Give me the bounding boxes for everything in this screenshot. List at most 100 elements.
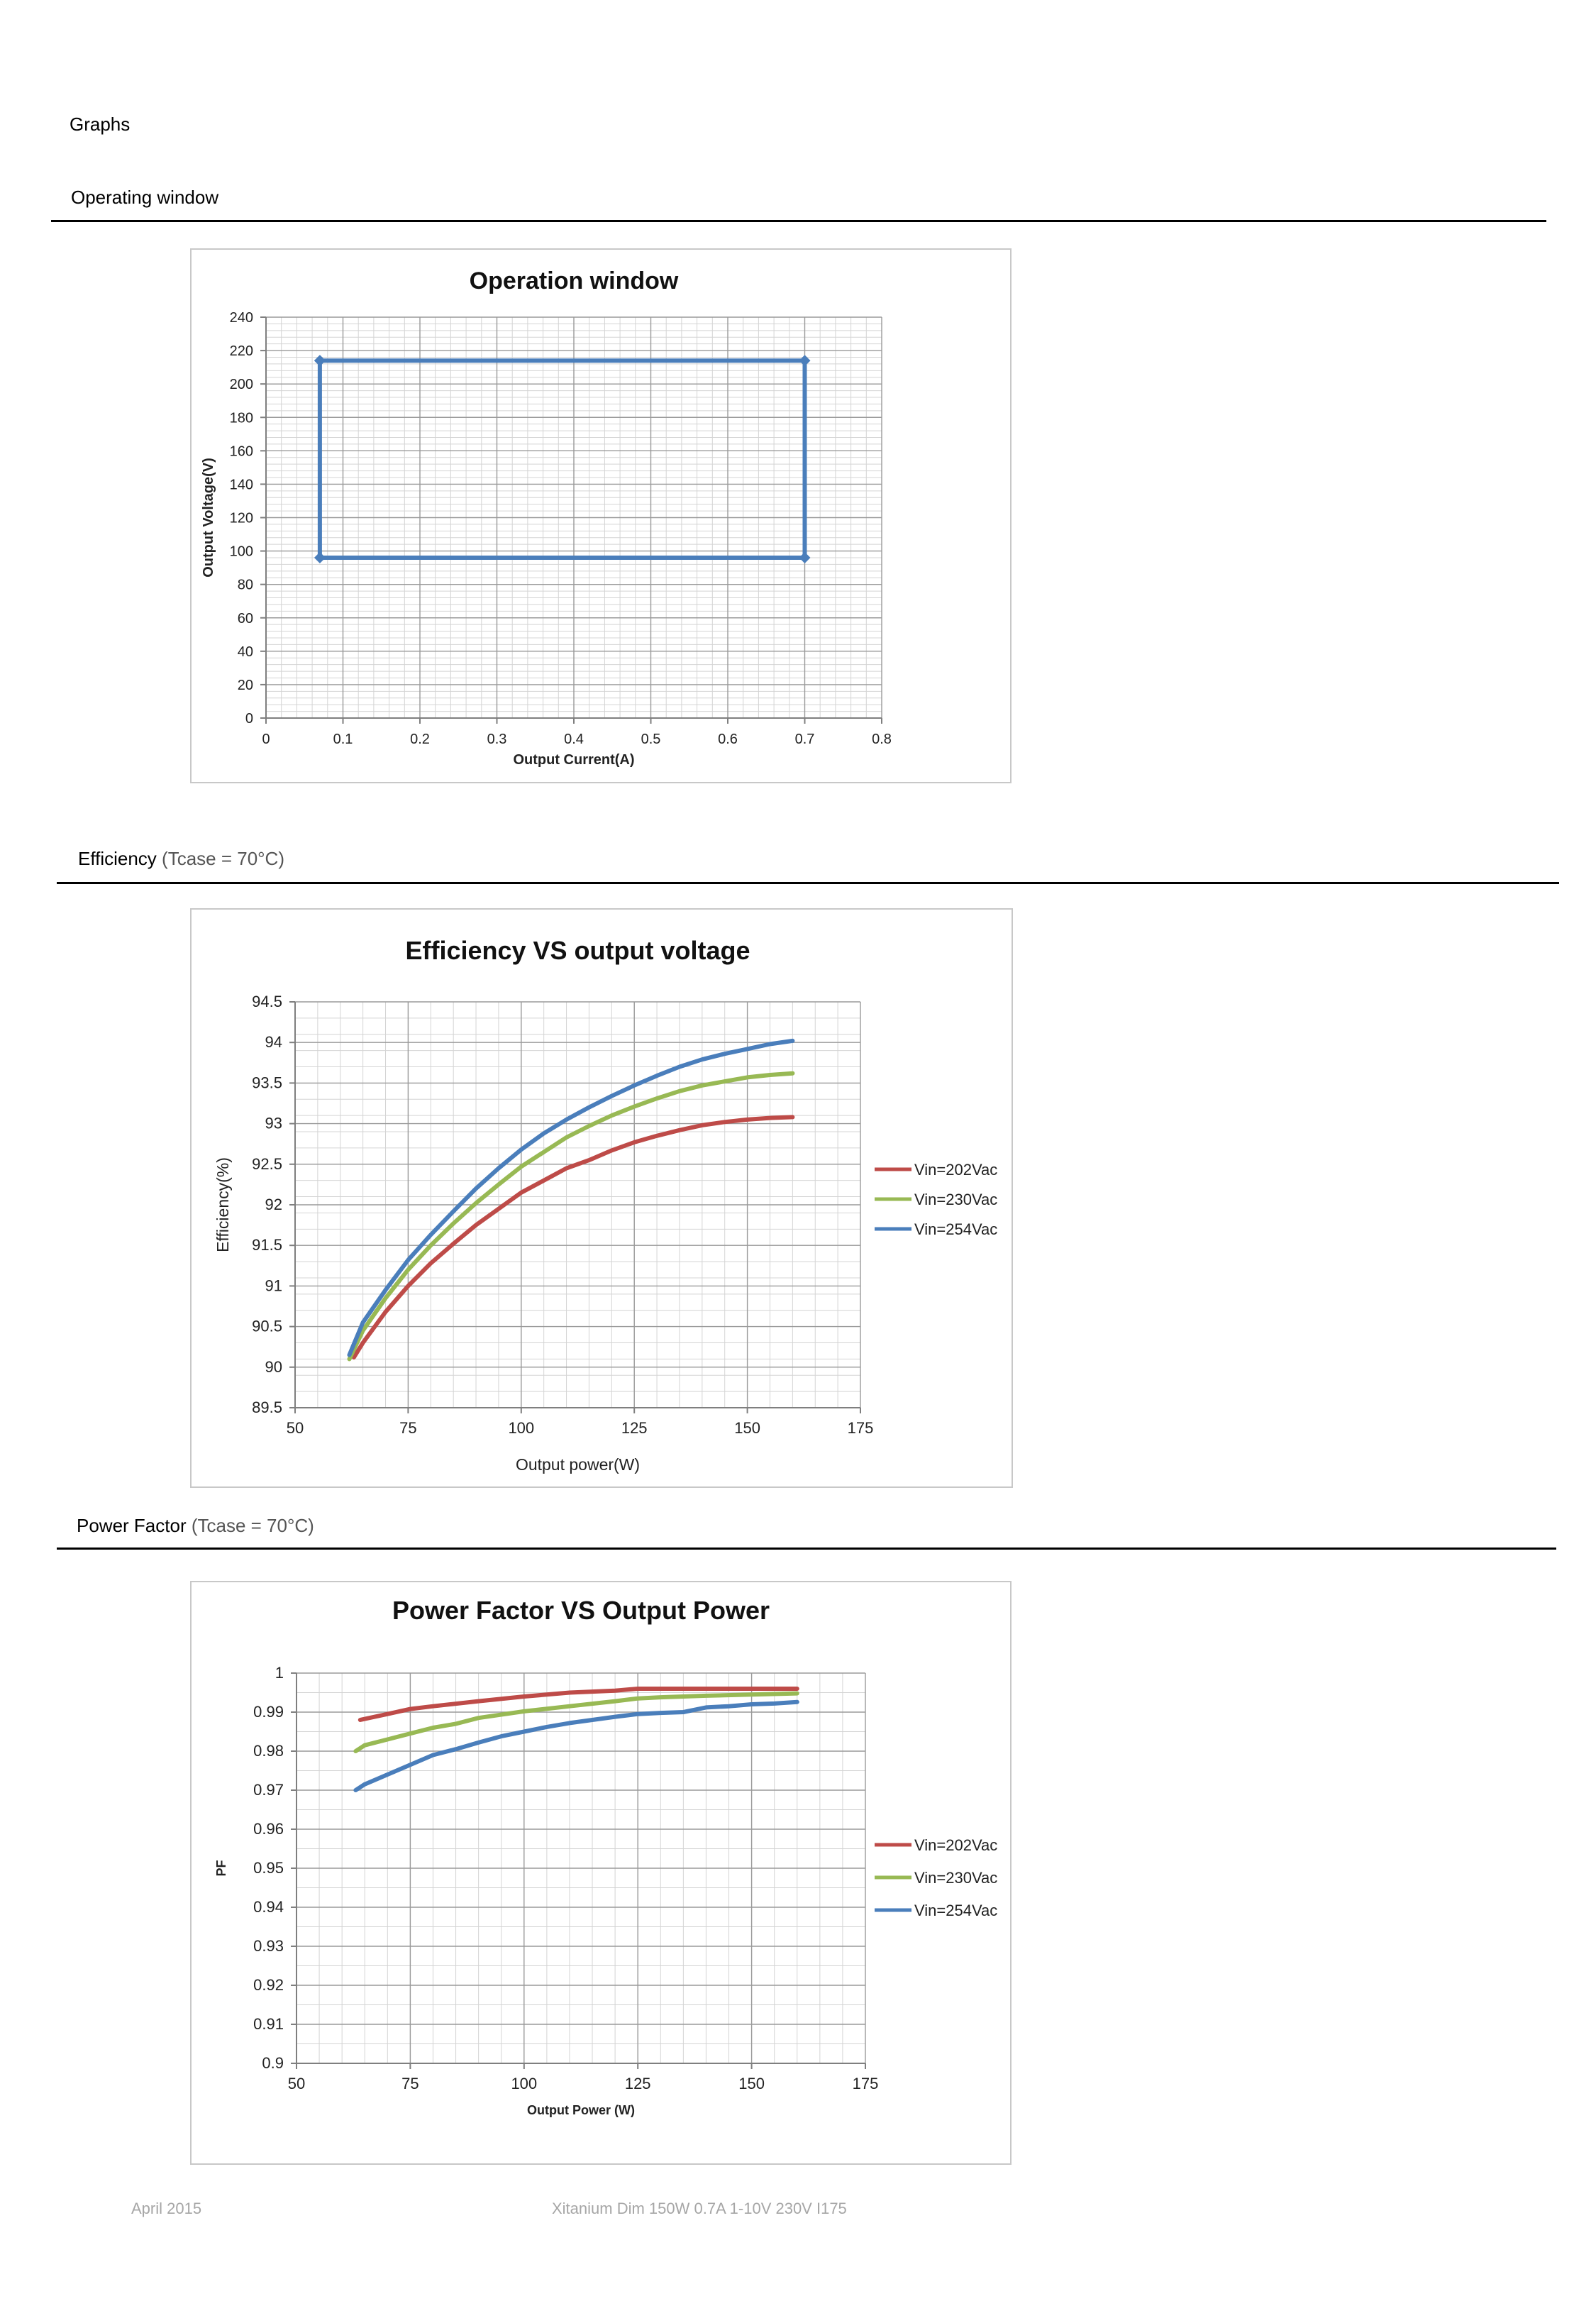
y-tick-label: 240 xyxy=(230,310,253,326)
series-line xyxy=(351,1115,795,1360)
y-tick-label: 100 xyxy=(230,544,253,560)
y-tick-label: 92.5 xyxy=(252,1155,282,1173)
series-line xyxy=(347,1071,795,1362)
operation-window-chart: Operation window 0 0.1 0.2 0.3 0.4 0.5 0.6 0.7 0.… xyxy=(190,248,1012,783)
x-tick-label: 75 xyxy=(401,2075,419,2092)
operation-window-plot: Operation window 0 0.1 0.2 0.3 0.4 0.5 0.6 0.7 0.… xyxy=(201,267,892,768)
y-tick-label: 0 xyxy=(245,711,253,727)
data-point-marker xyxy=(314,552,326,563)
section-subtitle: (Tcase = 70°C) xyxy=(191,1515,314,1536)
legend-label: Vin=202Vac xyxy=(914,1161,997,1179)
y-axis-label: Output Voltage(V) xyxy=(201,458,216,578)
y-tick-label: 0.98 xyxy=(253,1742,284,1760)
x-tick-label: 100 xyxy=(508,1419,534,1437)
y-tick-label: 160 xyxy=(230,443,253,459)
section-rule xyxy=(57,882,1559,884)
section-rule xyxy=(57,1548,1556,1550)
section-heading-power-factor: Power Factor (Tcase = 70°C) xyxy=(77,1515,314,1537)
page-title-text: Graphs xyxy=(70,114,131,135)
data-point-marker xyxy=(799,552,811,563)
x-tick-label: 0.6 xyxy=(718,732,738,747)
y-tick-label: 90.5 xyxy=(252,1318,282,1335)
y-tick-label: 91 xyxy=(265,1276,282,1294)
legend-label: Vin=202Vac xyxy=(914,1836,997,1854)
x-tick-label: 125 xyxy=(621,1419,648,1437)
x-axis-label: Output power(W) xyxy=(516,1455,640,1474)
series-line xyxy=(353,1691,799,1753)
x-tick-label: 0.2 xyxy=(410,732,430,747)
y-tick-label: 0.91 xyxy=(253,2015,284,2033)
efficiency-plot: Efficiency VS output voltage 50 75 100 125 15… xyxy=(214,936,997,1474)
section-heading-operating: Operating window xyxy=(71,187,218,209)
y-tick-label: 40 xyxy=(238,644,253,660)
x-tick-label: 0.1 xyxy=(333,732,353,747)
y-tick-label: 89.5 xyxy=(252,1399,282,1416)
y-tick-label: 0.96 xyxy=(253,1820,284,1838)
efficiency-chart: Efficiency VS output voltage 50 75 100 125 15… xyxy=(190,908,1013,1488)
page-title: Graphs xyxy=(70,114,130,136)
power-factor-chart: Power Factor VS Output Power 50 75 100 125 15… xyxy=(190,1581,1012,2165)
x-tick-label: 0.3 xyxy=(487,732,507,747)
x-tick-label: 100 xyxy=(511,2075,537,2092)
series-line xyxy=(353,1699,799,1792)
y-axis-label: Efficiency(%) xyxy=(214,1157,232,1252)
legend-label: Vin=230Vac xyxy=(914,1869,997,1887)
section-title: Efficiency xyxy=(78,848,157,869)
y-tick-label: 0.94 xyxy=(253,1898,284,1916)
chart-title: Power Factor VS Output Power xyxy=(392,1596,770,1625)
x-tick-label: 125 xyxy=(625,2075,651,2092)
legend-label: Vin=230Vac xyxy=(914,1191,997,1208)
y-tick-label: 0.9 xyxy=(262,2054,284,2072)
x-tick-label: 175 xyxy=(848,1419,874,1437)
y-tick-label: 92 xyxy=(265,1196,282,1213)
y-tick-label: 200 xyxy=(230,377,253,392)
chart-title: Efficiency VS output voltage xyxy=(405,936,750,965)
x-tick-label: 0.5 xyxy=(641,732,661,747)
y-tick-label: 0.93 xyxy=(253,1937,284,1955)
section-heading-efficiency: Efficiency (Tcase = 70°C) xyxy=(78,848,284,870)
section-title: Power Factor xyxy=(77,1515,187,1536)
series-line xyxy=(358,1687,799,1722)
y-tick-label: 0.92 xyxy=(253,1976,284,1994)
footer-product: Xitanium Dim 150W 0.7A 1-10V 230V I175 xyxy=(552,2200,847,2217)
y-tick-label: 220 xyxy=(230,343,253,359)
y-tick-label: 20 xyxy=(238,678,253,693)
x-tick-label: 50 xyxy=(287,1419,304,1437)
y-tick-label: 0.97 xyxy=(253,1781,284,1799)
x-tick-label: 75 xyxy=(399,1419,416,1437)
y-tick-label: 93 xyxy=(265,1115,282,1132)
section-subtitle: (Tcase = 70°C) xyxy=(162,848,284,869)
x-axis-label: Output Power (W) xyxy=(527,2103,635,2117)
x-axis-label: Output Current(A) xyxy=(513,752,634,768)
y-tick-label: 94 xyxy=(265,1033,282,1051)
legend-label: Vin=254Vac xyxy=(914,1220,997,1238)
y-tick-label: 0.95 xyxy=(253,1859,284,1877)
data-point-marker xyxy=(799,355,811,367)
y-tick-label: 140 xyxy=(230,477,253,492)
legend-label: Vin=254Vac xyxy=(914,1902,997,1919)
series-line xyxy=(317,358,807,560)
y-tick-label: 94.5 xyxy=(252,993,282,1010)
x-tick-label: 0.7 xyxy=(795,732,815,747)
y-tick-label: 180 xyxy=(230,410,253,426)
section-title: Operating window xyxy=(71,187,219,208)
y-tick-label: 60 xyxy=(238,611,253,627)
y-tick-label: 90 xyxy=(265,1358,282,1376)
x-tick-label: 150 xyxy=(738,2075,765,2092)
series-line xyxy=(347,1038,795,1357)
y-axis-label: PF xyxy=(214,1860,228,1876)
x-tick-label: 0 xyxy=(262,732,270,747)
y-tick-label: 80 xyxy=(238,578,253,593)
x-tick-label: 50 xyxy=(288,2075,305,2092)
x-tick-label: 0.4 xyxy=(564,732,584,747)
y-tick-label: 93.5 xyxy=(252,1074,282,1091)
data-point-marker xyxy=(314,355,326,367)
x-tick-label: 150 xyxy=(734,1419,760,1437)
x-tick-label: 175 xyxy=(853,2075,879,2092)
y-tick-label: 1 xyxy=(275,1664,284,1682)
footer-date: April 2015 xyxy=(131,2200,202,2217)
chart-title: Operation window xyxy=(470,267,679,294)
power-factor-plot: Power Factor VS Output Power 50 75 100 125 15… xyxy=(214,1596,997,2117)
x-tick-label: 0.8 xyxy=(872,732,892,747)
y-tick-label: 0.99 xyxy=(253,1703,284,1721)
